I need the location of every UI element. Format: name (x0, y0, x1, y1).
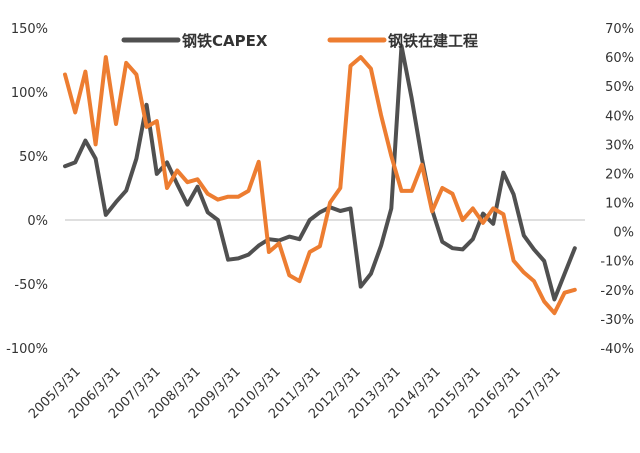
right-tick-label: -10% (600, 255, 634, 270)
right-tick-label: 30% (605, 138, 634, 153)
right-axis: 70% 60% 50% 40% 30% 20% 10% 0% -10% -20% -30% -40% (600, 22, 634, 357)
legend-label-capex: 钢铁CAPEX (182, 32, 268, 50)
right-tick-label: 0% (613, 226, 634, 241)
right-tick-label: 40% (605, 109, 634, 124)
right-tick-label: 10% (605, 197, 634, 212)
right-tick-label: -20% (600, 284, 634, 299)
x-axis: 2005/3/312006/3/312007/3/312008/3/312009… (26, 364, 564, 422)
right-tick-label: 60% (605, 51, 634, 66)
right-tick-label: -40% (600, 342, 634, 357)
left-tick-label: -50% (14, 278, 48, 293)
left-tick-label: 100% (11, 86, 48, 101)
left-tick-label: 50% (19, 150, 48, 165)
right-tick-label: 50% (605, 80, 634, 95)
right-tick-label: -30% (600, 313, 634, 328)
right-tick-label: 20% (605, 167, 634, 182)
series-line-capex (63, 43, 577, 302)
right-tick-label: 70% (605, 22, 634, 37)
left-tick-label: -100% (6, 342, 48, 357)
left-tick-label: 0% (27, 214, 48, 229)
legend: 钢铁CAPEX 钢铁在建工程 (121, 32, 478, 50)
plot-area (63, 43, 577, 316)
left-tick-label: 150% (11, 22, 48, 37)
legend-label-construction: 钢铁在建工程 (388, 32, 478, 50)
left-axis: 150% 100% 50% 0% -50% -100% (6, 22, 48, 357)
series-line-construction (63, 55, 577, 316)
